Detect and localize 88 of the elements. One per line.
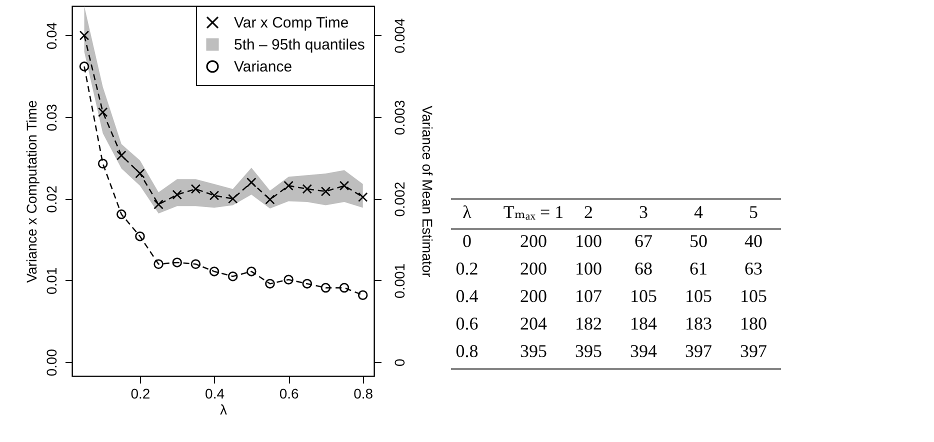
point — [228, 271, 238, 282]
x-tick-label: 2 — [584, 202, 593, 222]
point — [358, 290, 368, 300]
data-label: 50 — [690, 230, 708, 251]
data-label: 107 — [575, 286, 602, 306]
data-label: 397 — [685, 341, 712, 362]
point — [135, 231, 145, 242]
point — [154, 259, 164, 269]
data-label: 61 — [690, 258, 708, 278]
data-label: 40 — [744, 230, 762, 251]
point — [172, 190, 182, 200]
y-tick-label: 0.2 — [456, 258, 478, 278]
x-tick-label: 4 — [694, 202, 703, 222]
point — [190, 259, 201, 269]
y-axis-title: λ — [462, 202, 472, 222]
point — [339, 180, 350, 191]
legend-label: Var x Comp Time — [234, 14, 349, 32]
data-label: 395 — [520, 341, 547, 362]
point — [98, 107, 108, 118]
data-label: 204 — [520, 314, 547, 334]
data-label: 183 — [685, 314, 712, 334]
point — [154, 200, 164, 210]
data-label: 68 — [634, 258, 652, 278]
point — [302, 184, 312, 194]
y2-axis-title: Variance of Mean Estimator — [420, 106, 436, 278]
data-label: 67 — [634, 230, 652, 251]
x-tick-label: 0.4 — [205, 386, 225, 402]
point — [265, 194, 275, 204]
y-tick-label: 0.6 — [456, 314, 478, 334]
x-axis-title: λ — [220, 402, 227, 418]
y-tick-label: 0.04 — [44, 22, 60, 50]
data-label: 200 — [520, 286, 547, 306]
point — [246, 178, 256, 188]
point — [135, 168, 145, 178]
y-tick-label: 0.00 — [44, 348, 60, 376]
y-tick-label: 0 — [462, 230, 472, 251]
y2-tick-label: 0.004 — [392, 18, 408, 54]
data-label: 397 — [740, 341, 767, 362]
y-axis-title: Variance x Computation Time — [24, 100, 40, 283]
data-label: 100 — [575, 258, 602, 278]
point — [116, 150, 126, 160]
point — [98, 158, 108, 169]
data-label: 105 — [630, 286, 657, 306]
x-tick-label: 0.2 — [130, 386, 150, 402]
point — [228, 194, 238, 204]
point — [116, 209, 126, 220]
y2-tick-label: 0 — [392, 358, 408, 367]
point — [79, 62, 90, 72]
data-label: 184 — [630, 314, 657, 334]
point — [284, 180, 294, 191]
x-tick-label: 3 — [639, 202, 648, 222]
y-tick-label: 0.03 — [44, 104, 60, 132]
x-tick-label: 0.8 — [354, 386, 374, 402]
data-label: 395 — [575, 341, 602, 362]
data-label: 182 — [575, 314, 602, 334]
point — [265, 278, 275, 289]
point — [172, 258, 182, 268]
legend-label: Variance — [234, 58, 292, 76]
point — [320, 282, 331, 293]
y2-tick-label: 0.003 — [392, 100, 408, 136]
x-tick-label: 5 — [749, 202, 758, 222]
data-label: 105 — [685, 286, 712, 306]
y-tick-label: 0.8 — [456, 341, 478, 362]
point — [302, 278, 312, 289]
point — [190, 184, 201, 194]
data-label: 63 — [744, 258, 762, 278]
point — [246, 266, 256, 276]
point — [358, 192, 368, 202]
data-label: 105 — [740, 286, 767, 306]
y-tick-label: 0.01 — [44, 267, 60, 295]
y2-tick-label: 0.001 — [392, 263, 408, 298]
point — [339, 282, 350, 293]
x-tick-label: 0.6 — [279, 386, 300, 402]
point — [284, 274, 294, 284]
data-label: 200 — [520, 230, 547, 251]
point — [320, 186, 331, 196]
annotation: 5th – 95th quantiles — [234, 36, 365, 54]
x-tick-label: Tₘₐₓ = 1 — [503, 202, 564, 222]
point — [209, 190, 220, 200]
point — [209, 266, 220, 276]
point — [79, 30, 90, 40]
y-tick-label: 0.02 — [44, 185, 60, 213]
data-label: 180 — [740, 314, 767, 334]
y-tick-label: 0.4 — [456, 286, 478, 306]
data-label: 394 — [630, 341, 657, 362]
data-label: 100 — [575, 230, 602, 251]
y2-tick-label: 0.002 — [392, 182, 408, 217]
data-label: 200 — [520, 258, 547, 278]
